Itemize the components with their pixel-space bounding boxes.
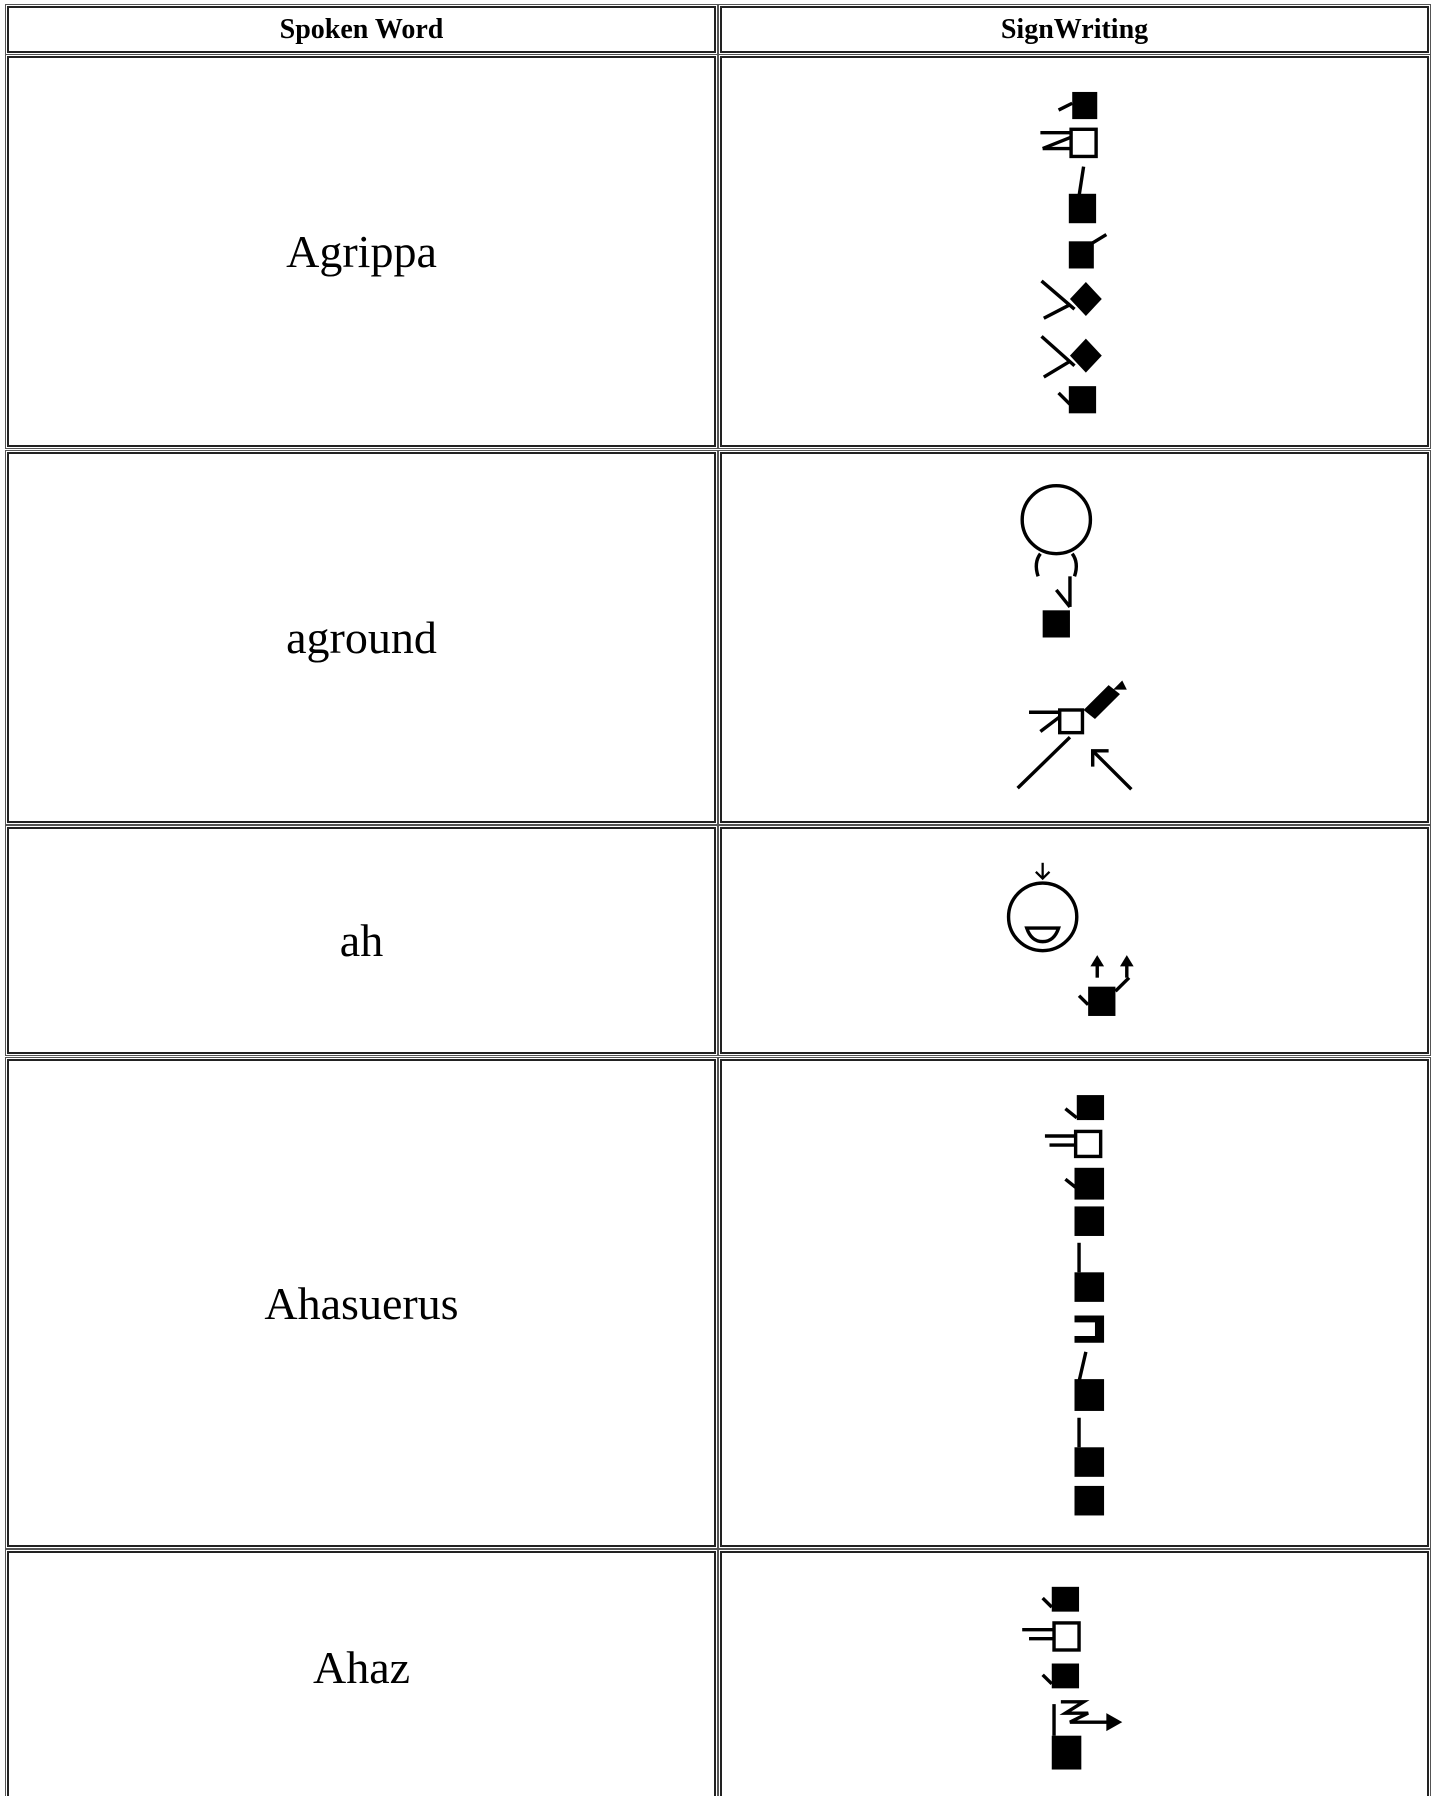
sign-cell: [720, 1059, 1429, 1547]
word-cell: Agrippa: [7, 56, 716, 447]
header-text: SignWriting: [1000, 13, 1149, 45]
header-cell: SignWriting: [720, 6, 1429, 53]
word: Ahaz: [312, 1641, 411, 1693]
header-cell: Spoken Word: [7, 6, 716, 53]
word-cell: aground: [7, 452, 716, 823]
sign-cell: [720, 452, 1429, 823]
sign-cell: [720, 827, 1429, 1054]
sign-glyph: [1044, 1095, 1105, 1516]
word: aground: [286, 612, 437, 663]
sign-glyph: [1022, 1586, 1123, 1770]
word: Agrippa: [286, 226, 437, 277]
word: ah: [339, 915, 384, 966]
sign-glyph: [1040, 91, 1108, 414]
sign-cell: [720, 56, 1429, 447]
word: Ahasuerus: [264, 1277, 459, 1329]
sign-glyph: [1016, 484, 1133, 791]
sign-cell: [720, 1551, 1429, 1796]
header-text: Spoken Word: [279, 13, 444, 45]
word-cell: ah: [7, 827, 716, 1054]
sign-glyph: [1006, 862, 1134, 1016]
word-cell: Ahaz: [7, 1551, 716, 1796]
word-cell: Ahasuerus: [7, 1059, 716, 1547]
